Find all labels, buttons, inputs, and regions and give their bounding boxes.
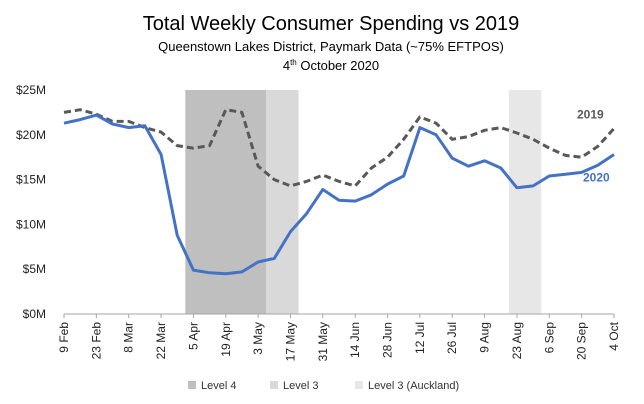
series-labels: 2019 2020	[577, 108, 610, 185]
x-tick-label: 17 May	[283, 322, 297, 361]
x-tick-label: 31 May	[316, 322, 330, 361]
y-tick-label: $0M	[23, 307, 46, 321]
x-tick-label: 26 Jul	[445, 322, 459, 354]
x-tick-label: 9 Aug	[478, 322, 492, 353]
y-tick-label: $10M	[16, 217, 46, 231]
chart-title: Total Weekly Consumer Spending vs 2019	[143, 13, 520, 35]
x-tick-label: 9 Feb	[57, 322, 71, 353]
x-tick-label: 28 Jun	[381, 322, 395, 358]
x-tick-label: 6 Sep	[542, 322, 556, 354]
shaded-period-0	[185, 90, 267, 314]
y-tick-label: $5M	[23, 262, 46, 276]
legend-label-0: Level 4	[201, 380, 236, 392]
chart-date-day: 4	[283, 58, 290, 73]
shaded-period-2	[508, 90, 542, 314]
shaded-periods	[185, 90, 542, 314]
y-tick-label: $15M	[16, 173, 46, 187]
x-tick-label: 19 Apr	[219, 322, 233, 357]
series-label-2019: 2019	[577, 108, 604, 122]
x-tick-label: 23 Feb	[89, 322, 103, 360]
x-tick-label: 3 May	[251, 322, 265, 355]
legend-swatch-0	[188, 381, 196, 389]
legend-swatch-1	[270, 381, 278, 389]
x-tick-label: 14 Jun	[348, 322, 362, 358]
series-label-2020: 2020	[583, 171, 610, 185]
y-tick-label: $20M	[16, 128, 46, 142]
chart-date-suffix: th	[290, 58, 297, 67]
chart-subtitle: Queenstown Lakes District, Paymark Data …	[158, 39, 504, 54]
x-tick-label: 4 Oct	[607, 321, 621, 350]
x-tick-label: 12 Jul	[413, 322, 427, 354]
legend: Level 4 Level 3 Level 3 (Auckland)	[188, 380, 459, 392]
chart-date-rest: October 2020	[297, 58, 379, 73]
legend-label-1: Level 3	[283, 380, 318, 392]
legend-label-2: Level 3 (Auckland)	[368, 380, 459, 392]
x-tick-label: 20 Sep	[575, 322, 589, 360]
x-tick-label: 23 Aug	[510, 322, 524, 359]
y-axis-ticks: $0M $5M $10M $15M $20M $25M	[16, 83, 46, 321]
y-tick-label: $25M	[16, 83, 46, 97]
series-lines	[63, 108, 616, 276]
series-line-2019	[63, 108, 616, 188]
x-tick-label: 5 Apr	[186, 322, 200, 350]
legend-swatch-2	[355, 381, 363, 389]
x-axis-ticks: 9 Feb 23 Feb 8 Mar 22 Mar 5 Apr 19 Apr 3 May 17…	[57, 314, 621, 361]
chart-date: 4th October 2020	[283, 58, 379, 73]
series-line-2020	[63, 113, 615, 276]
x-tick-label: 8 Mar	[122, 322, 136, 353]
x-tick-label: 22 Mar	[154, 322, 168, 359]
shaded-period-1	[266, 90, 299, 314]
